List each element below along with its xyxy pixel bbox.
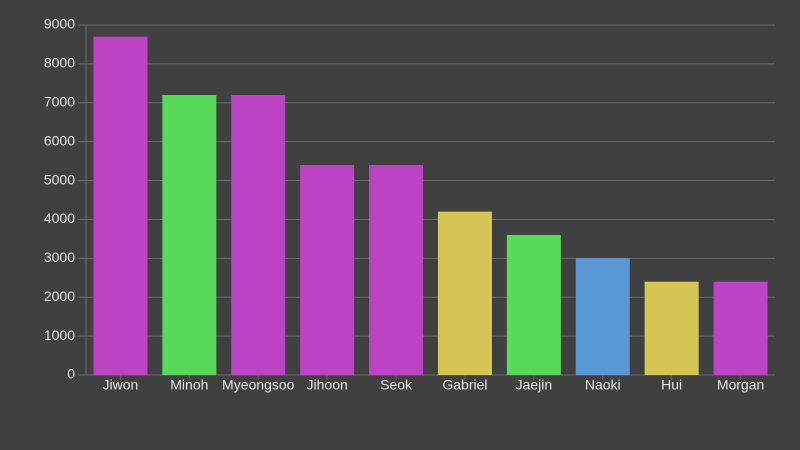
x-tick-label: Hui [661, 377, 682, 393]
y-tick-label: 4000 [44, 210, 75, 226]
x-tick-label: Minoh [170, 377, 208, 393]
y-tick-label: 2000 [44, 288, 75, 304]
y-tick-label: 0 [67, 366, 75, 382]
x-tick-label: Jiwon [103, 377, 139, 393]
bar [231, 95, 286, 375]
y-tick-label: 9000 [44, 16, 75, 32]
y-tick-label: 1000 [44, 327, 75, 343]
bar [506, 235, 561, 375]
bar [300, 165, 355, 375]
y-tick-label: 6000 [44, 132, 75, 148]
x-tick-label: Jihoon [307, 377, 348, 393]
y-tick-label: 7000 [44, 93, 75, 109]
x-tick-label: Seok [380, 377, 413, 393]
x-tick-label: Jaejin [516, 377, 553, 393]
y-tick-label: 5000 [44, 171, 75, 187]
x-tick-label: Gabriel [442, 377, 487, 393]
x-tick-label: Naoki [585, 377, 621, 393]
bar [369, 165, 424, 375]
x-tick-label: Morgan [717, 377, 764, 393]
bar [644, 281, 699, 375]
y-tick-label: 3000 [44, 249, 75, 265]
bar [93, 36, 148, 376]
bar [437, 211, 492, 375]
bar [713, 281, 768, 375]
bar [575, 258, 630, 375]
x-tick-label: Myeongsoo [222, 377, 295, 393]
y-tick-label: 8000 [44, 55, 75, 71]
bar [162, 95, 217, 375]
